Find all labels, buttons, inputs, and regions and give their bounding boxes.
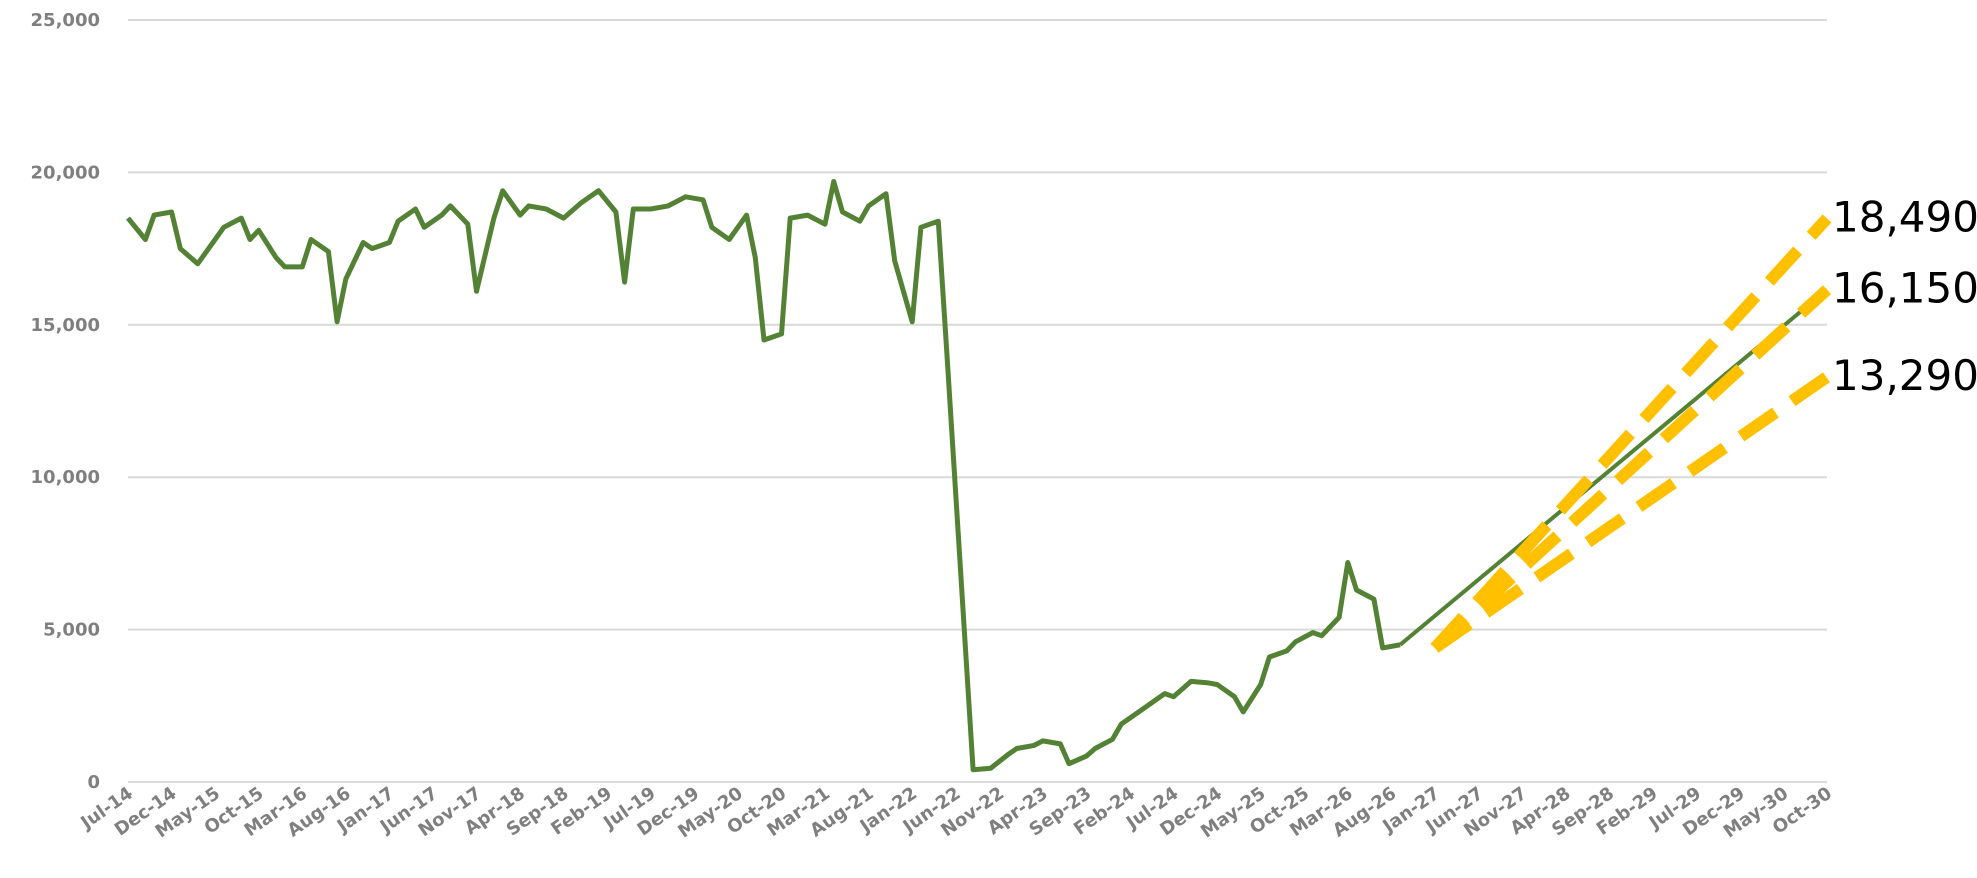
end-value-labels: 18,490 16,150 13,290	[1832, 192, 1977, 399]
series-line-mid-scenario	[1430, 285, 1832, 653]
x-axis-tick-labels: Jul-14Dec-14May-15Oct-15Mar-16Aug-16Jan-…	[76, 783, 1836, 843]
y-tick-label: 25,000	[31, 10, 100, 31]
end-value-label: 18,490	[1832, 192, 1977, 241]
series-line-low-scenario	[1431, 371, 1831, 653]
y-tick-label: 20,000	[31, 162, 100, 183]
end-value-label: 13,290	[1832, 351, 1977, 400]
data-series	[126, 179, 1832, 773]
y-tick-label: 5,000	[43, 620, 100, 641]
y-tick-label: 10,000	[31, 467, 100, 488]
series-line-high-scenario	[1430, 214, 1832, 652]
y-tick-label: 15,000	[31, 315, 100, 336]
y-axis-tick-labels: 0 5,000 10,000 15,000 20,000 25,000	[31, 10, 100, 793]
gridlines	[128, 19, 1827, 783]
series-line-actual	[126, 179, 1401, 773]
y-tick-label: 0	[87, 772, 100, 793]
end-value-label: 16,150	[1832, 264, 1977, 313]
